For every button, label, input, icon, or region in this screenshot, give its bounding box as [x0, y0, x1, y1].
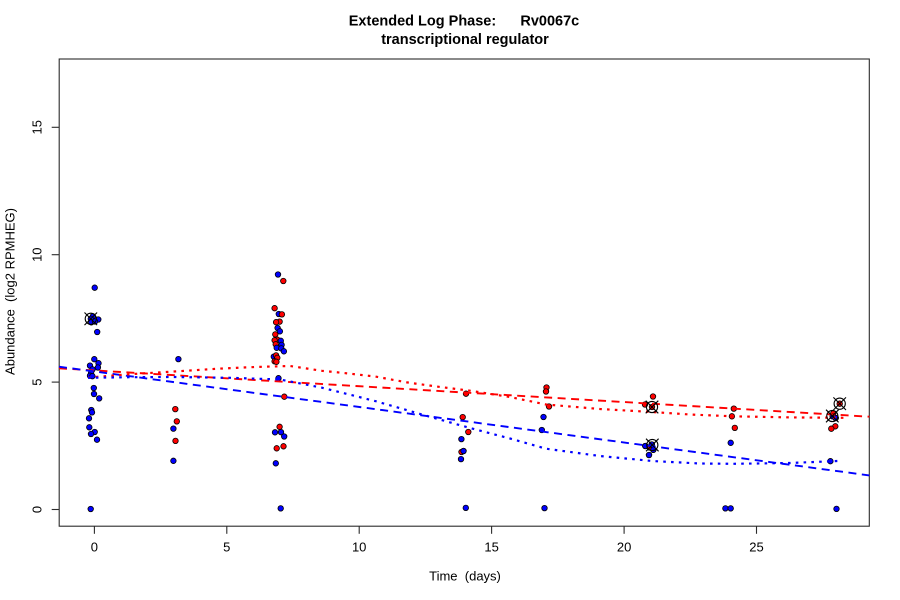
svg-text:5: 5	[223, 540, 230, 555]
svg-text:25: 25	[749, 540, 763, 555]
svg-text:transcriptional regulator: transcriptional regulator	[381, 32, 549, 48]
svg-text:15: 15	[484, 540, 498, 555]
svg-text:15: 15	[30, 120, 45, 134]
svg-text:10: 10	[30, 247, 45, 261]
svg-text:5: 5	[30, 378, 45, 385]
svg-text:0: 0	[91, 540, 98, 555]
svg-text:Time (days): Time (days)	[429, 569, 501, 584]
svg-text:20: 20	[617, 540, 631, 555]
svg-text:10: 10	[352, 540, 366, 555]
svg-text:Abundance (log2 RPMHEG): Abundance (log2 RPMHEG)	[3, 208, 18, 375]
svg-text:Extended Log Phase: Rv006: Extended Log Phase: Rv0067c	[349, 14, 579, 30]
svg-text:0: 0	[30, 506, 45, 513]
